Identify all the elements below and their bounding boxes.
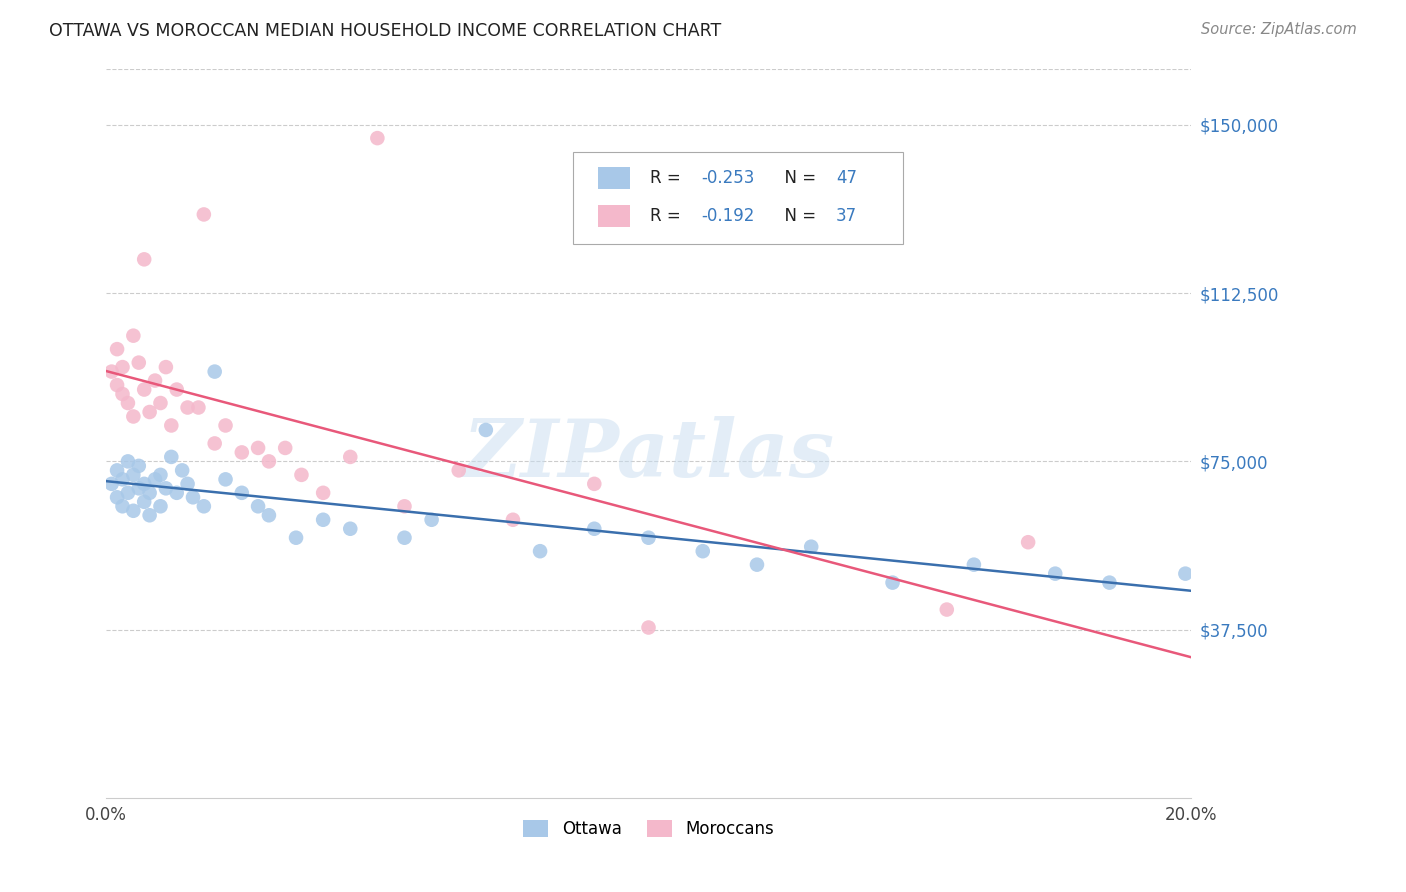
Point bbox=[1045, 566, 1067, 581]
Text: N =: N = bbox=[775, 207, 821, 225]
Point bbox=[128, 481, 150, 495]
Text: ZIPatlas: ZIPatlas bbox=[463, 417, 835, 494]
Point bbox=[111, 472, 134, 486]
Point bbox=[134, 495, 156, 509]
Point bbox=[122, 504, 145, 518]
Point bbox=[105, 491, 128, 505]
Point bbox=[204, 365, 226, 379]
Point bbox=[111, 500, 134, 514]
Point bbox=[187, 401, 209, 415]
Point bbox=[138, 508, 160, 523]
Point bbox=[160, 450, 183, 464]
Point bbox=[181, 491, 204, 505]
Point bbox=[290, 467, 312, 482]
Point bbox=[166, 383, 188, 397]
Text: N =: N = bbox=[775, 169, 821, 187]
Point bbox=[138, 405, 160, 419]
Point bbox=[105, 463, 128, 477]
FancyBboxPatch shape bbox=[572, 153, 904, 244]
Point bbox=[176, 476, 198, 491]
Point bbox=[214, 472, 236, 486]
Point bbox=[935, 602, 957, 616]
Point bbox=[1098, 575, 1121, 590]
Point bbox=[339, 450, 361, 464]
Point bbox=[122, 467, 145, 482]
Point bbox=[745, 558, 768, 572]
Point bbox=[529, 544, 551, 558]
Point bbox=[122, 328, 145, 343]
Point bbox=[117, 396, 139, 410]
Point bbox=[111, 387, 134, 401]
Point bbox=[204, 436, 226, 450]
Point bbox=[502, 513, 524, 527]
Point bbox=[366, 131, 388, 145]
Point bbox=[692, 544, 714, 558]
Point bbox=[128, 356, 150, 370]
Point bbox=[122, 409, 145, 424]
Text: Source: ZipAtlas.com: Source: ZipAtlas.com bbox=[1201, 22, 1357, 37]
Point bbox=[637, 531, 659, 545]
Text: 37: 37 bbox=[837, 207, 858, 225]
FancyBboxPatch shape bbox=[598, 167, 630, 189]
Point bbox=[1017, 535, 1039, 549]
Point bbox=[800, 540, 823, 554]
Point bbox=[134, 252, 156, 267]
Point bbox=[1174, 566, 1197, 581]
Point bbox=[583, 476, 606, 491]
Point bbox=[193, 500, 215, 514]
Point bbox=[160, 418, 183, 433]
Point bbox=[394, 500, 416, 514]
Legend: Ottawa, Moroccans: Ottawa, Moroccans bbox=[517, 813, 780, 845]
Point bbox=[231, 485, 253, 500]
Point bbox=[447, 463, 470, 477]
Point bbox=[231, 445, 253, 459]
Point bbox=[214, 418, 236, 433]
Point bbox=[155, 481, 177, 495]
FancyBboxPatch shape bbox=[598, 205, 630, 227]
Text: -0.253: -0.253 bbox=[702, 169, 755, 187]
Point bbox=[963, 558, 986, 572]
Point bbox=[285, 531, 308, 545]
Point bbox=[475, 423, 498, 437]
Point bbox=[105, 378, 128, 392]
Point bbox=[128, 458, 150, 473]
Point bbox=[143, 472, 166, 486]
Point bbox=[312, 513, 335, 527]
Point bbox=[247, 441, 270, 455]
Point bbox=[274, 441, 297, 455]
Point bbox=[257, 508, 280, 523]
Point bbox=[100, 476, 122, 491]
Point bbox=[172, 463, 194, 477]
Point bbox=[149, 500, 172, 514]
Text: OTTAWA VS MOROCCAN MEDIAN HOUSEHOLD INCOME CORRELATION CHART: OTTAWA VS MOROCCAN MEDIAN HOUSEHOLD INCO… bbox=[49, 22, 721, 40]
Point bbox=[312, 485, 335, 500]
Text: 47: 47 bbox=[837, 169, 858, 187]
Point bbox=[117, 485, 139, 500]
Point bbox=[394, 531, 416, 545]
Point bbox=[420, 513, 443, 527]
Point bbox=[166, 485, 188, 500]
Point bbox=[143, 374, 166, 388]
Text: -0.192: -0.192 bbox=[702, 207, 755, 225]
Point bbox=[637, 620, 659, 634]
Point bbox=[247, 500, 270, 514]
Point bbox=[117, 454, 139, 468]
Point bbox=[583, 522, 606, 536]
Point bbox=[134, 383, 156, 397]
Point bbox=[882, 575, 904, 590]
Point bbox=[111, 360, 134, 375]
Point bbox=[105, 342, 128, 356]
Text: R =: R = bbox=[650, 207, 686, 225]
Point bbox=[339, 522, 361, 536]
Point bbox=[149, 467, 172, 482]
Text: R =: R = bbox=[650, 169, 686, 187]
Point bbox=[149, 396, 172, 410]
Point bbox=[100, 365, 122, 379]
Point bbox=[134, 476, 156, 491]
Point bbox=[155, 360, 177, 375]
Point bbox=[176, 401, 198, 415]
Point bbox=[257, 454, 280, 468]
Point bbox=[138, 485, 160, 500]
Point bbox=[193, 207, 215, 221]
